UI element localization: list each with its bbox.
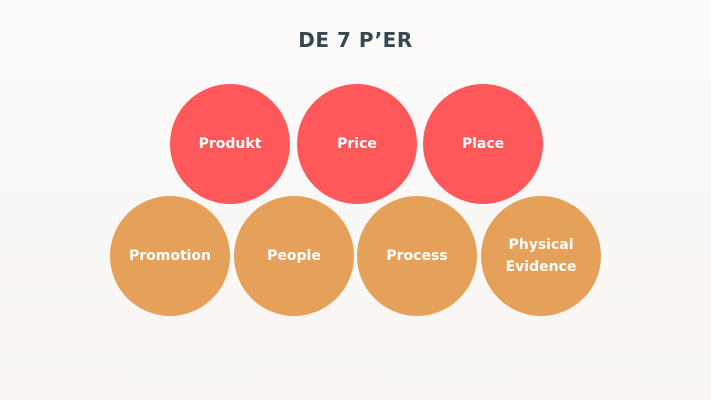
- circle-promotion: Promotion: [110, 196, 230, 316]
- circle-label: Place: [461, 136, 505, 152]
- circle-label: Produkt: [198, 136, 262, 152]
- circle-label: Price: [337, 136, 377, 152]
- circle-label: Promotion: [128, 248, 212, 264]
- circle-label: Physical Evidence: [505, 237, 577, 275]
- circle-place: Place: [423, 84, 543, 204]
- circle-price: Price: [297, 84, 417, 204]
- circle-process: Process: [357, 196, 477, 316]
- circle-produkt: Produkt: [170, 84, 290, 204]
- diagram-title: DE 7 P’ER: [298, 28, 413, 52]
- circle-label: People: [267, 248, 321, 264]
- circle-physical-evidence: Physical Evidence: [481, 196, 601, 316]
- circle-label: Process: [386, 248, 448, 264]
- circle-people: People: [234, 196, 354, 316]
